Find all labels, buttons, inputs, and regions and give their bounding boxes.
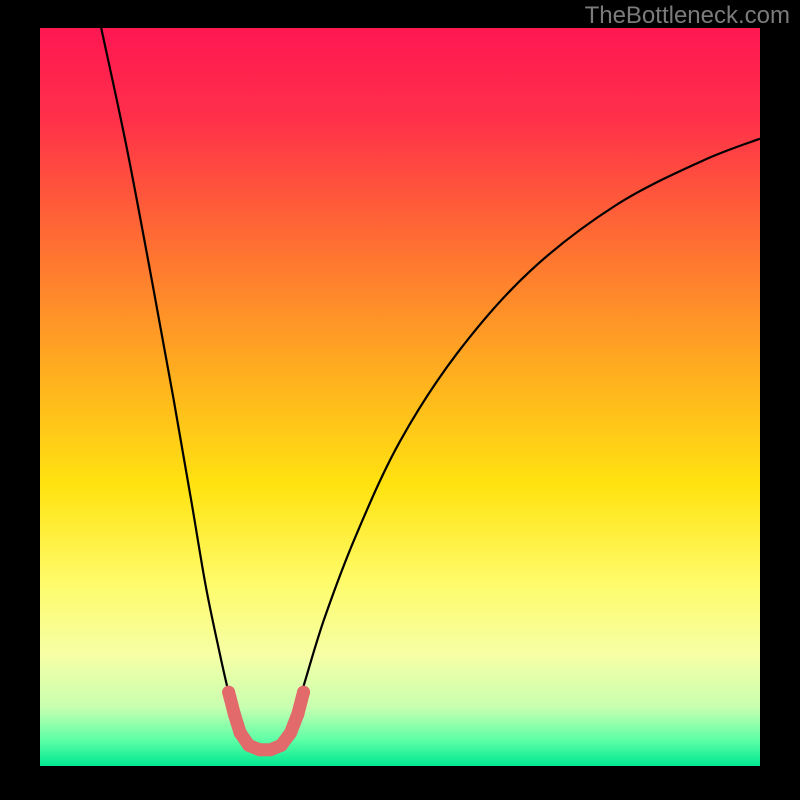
chart-container: TheBottleneck.com [0,0,800,800]
bottleneck-chart [0,0,800,800]
plot-background [40,28,760,766]
watermark-text: TheBottleneck.com [585,2,790,30]
